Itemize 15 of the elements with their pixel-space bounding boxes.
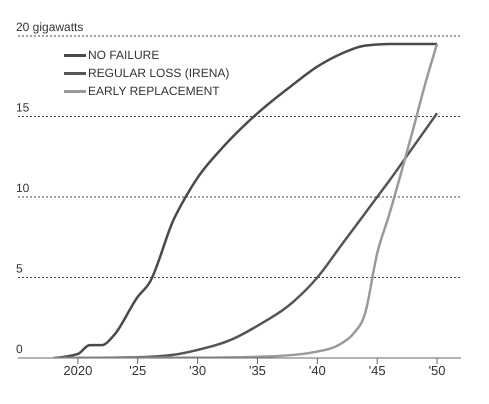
x-tick-label: '35 bbox=[248, 363, 266, 378]
x-tick-label: 2020 bbox=[63, 363, 92, 378]
y-tick-label: 15 bbox=[16, 100, 30, 114]
x-tick-label: '40 bbox=[308, 363, 326, 378]
legend-label: EARLY REPLACEMENT bbox=[88, 84, 220, 98]
legend-label: NO FAILURE bbox=[88, 48, 160, 62]
x-tick-label: '25 bbox=[129, 363, 146, 378]
legend-label: REGULAR LOSS (IRENA) bbox=[88, 66, 230, 80]
x-tick-label: '50 bbox=[428, 363, 446, 378]
y-tick-label: 10 bbox=[16, 181, 30, 195]
y-tick-label: 0 bbox=[16, 342, 23, 356]
y-tick-label: 5 bbox=[16, 262, 23, 276]
y-tick-label: 20 gigawatts bbox=[16, 20, 84, 34]
x-tick-label: '45 bbox=[368, 363, 386, 378]
x-tick-label: '30 bbox=[189, 363, 206, 378]
